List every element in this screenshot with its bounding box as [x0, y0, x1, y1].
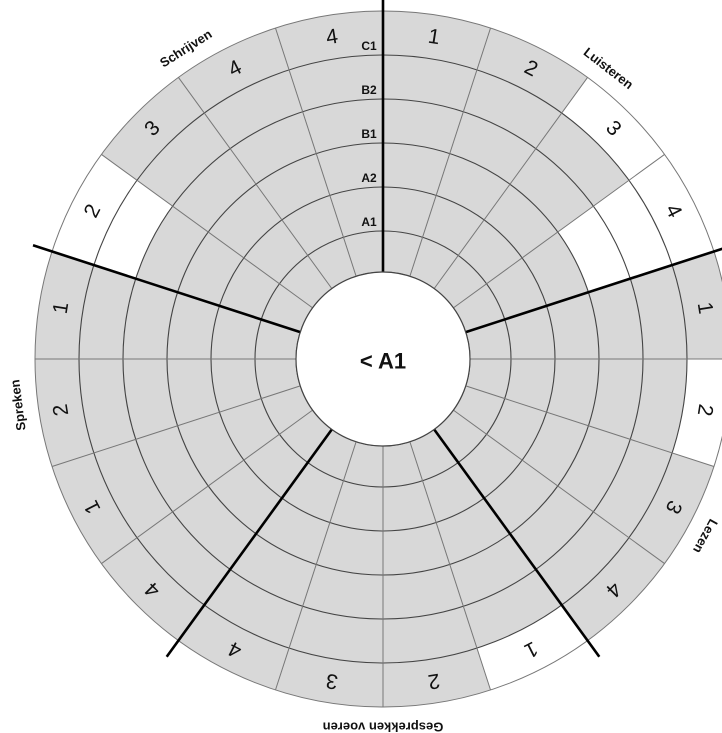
subsection-number: 2: [49, 402, 74, 417]
segment-fill: [434, 113, 629, 308]
subsection-number: 2: [693, 402, 718, 417]
subsection-number: 2: [80, 201, 106, 222]
achievement-fills: [35, 10, 722, 707]
subsection-number: 4: [324, 25, 339, 50]
segment-divider: [409, 441, 492, 691]
segment-fill: [101, 410, 332, 641]
level-label-b1: B1: [361, 127, 377, 141]
segment-fill: [35, 251, 301, 359]
skill-label-gesprekken-voeren: Gesprekken voeren: [323, 720, 444, 733]
skill-boundaries: [32, 0, 722, 658]
segment-fill: [52, 385, 313, 564]
segment-divider: [453, 409, 665, 564]
skill-boundary: [433, 428, 601, 658]
segment-divider: [274, 441, 357, 691]
subsection-number: 1: [693, 300, 718, 315]
segment-fill: [465, 359, 687, 453]
segment-divider: [274, 27, 357, 277]
subsection-number: 3: [601, 116, 626, 141]
subsection-number: 1: [426, 25, 441, 50]
subsection-number: 1: [521, 637, 542, 663]
segment-fill: [135, 206, 313, 333]
segment-divider: [51, 385, 301, 468]
segment-divider: [101, 409, 313, 564]
segment-divider: [409, 27, 492, 277]
subsection-number: 1: [49, 300, 74, 315]
skill-label-luisteren: Luisteren: [581, 44, 636, 92]
segment-fill: [383, 11, 491, 277]
skill-boundary: [465, 247, 722, 334]
level-label-b2: B2: [361, 83, 377, 97]
subsection-number: 2: [426, 669, 441, 694]
skill-label-spreken: Spreken: [7, 379, 28, 432]
segment-fill: [35, 359, 301, 467]
skill-label-lezen: Lezen: [690, 517, 721, 557]
segment-fill: [453, 385, 714, 564]
segment-fill: [178, 429, 357, 690]
segment-fill: [383, 441, 491, 707]
segment-fill: [178, 28, 357, 289]
subsection-number: 4: [661, 201, 687, 222]
segment-fill: [465, 251, 722, 359]
level-label-c1: C1: [361, 39, 377, 53]
segment-fill: [409, 28, 588, 289]
segment-fill: [101, 77, 332, 308]
skill-boundary: [165, 428, 333, 658]
segment-fill: [434, 410, 665, 641]
center-label: < A1: [360, 349, 406, 374]
level-labels: A1 A2 B1 B2 C1: [361, 39, 377, 229]
subsection-number: 3: [324, 669, 339, 694]
segment-fill: [275, 10, 383, 277]
segment-fill: [453, 232, 589, 333]
center-hub: < A1: [295, 271, 471, 447]
segment-divider: [465, 385, 715, 468]
segment-fill: [275, 441, 383, 707]
level-label-a1: A1: [361, 215, 377, 229]
segment-divider: [101, 154, 313, 309]
center-circle: [295, 271, 471, 447]
segment-divider: [178, 77, 333, 289]
subsection-dividers: [35, 11, 722, 707]
segment-fill: [409, 429, 562, 649]
segment-divider: [453, 154, 665, 309]
skill-boundary: [32, 244, 301, 334]
level-label-a2: A2: [361, 171, 377, 185]
segment-divider: [433, 77, 588, 289]
